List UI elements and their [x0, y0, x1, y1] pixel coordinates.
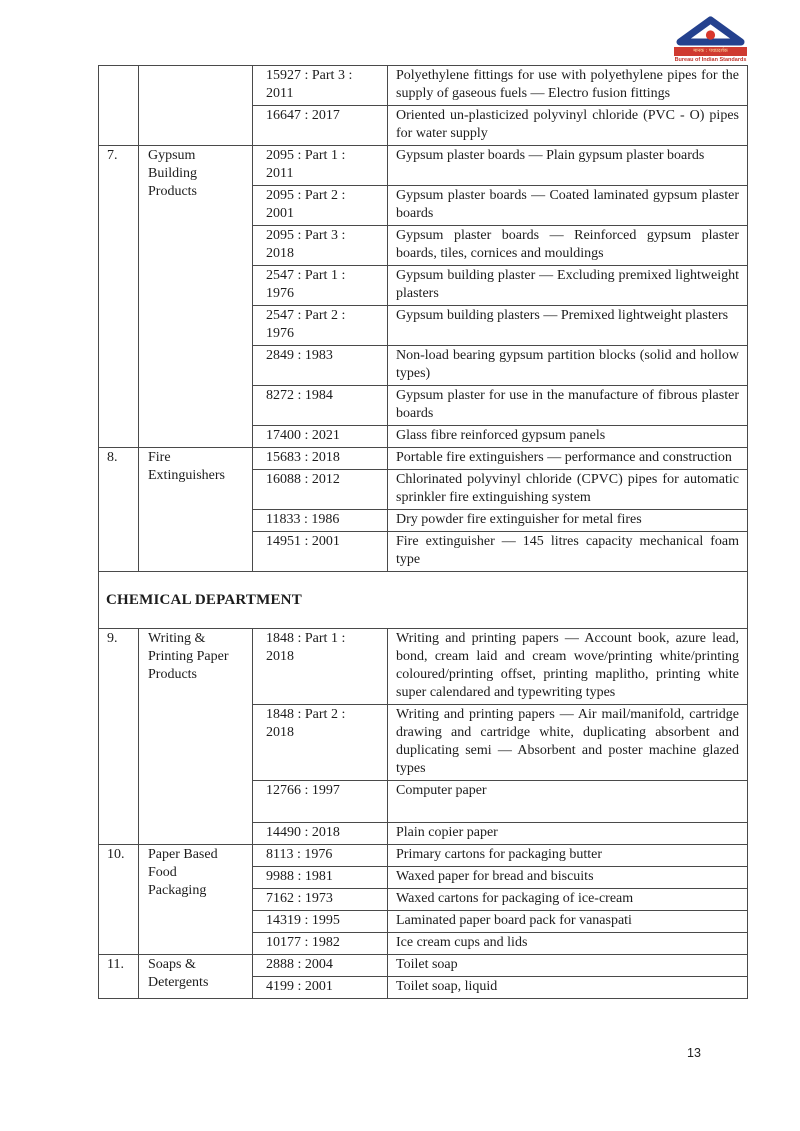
table-row: 11833 : 1986 Dry powder fire extinguisher… — [99, 509, 748, 532]
description-cell: Primary cartons for packaging butter — [387, 844, 748, 867]
table-row: 12766 : 1997 Computer paper — [99, 780, 748, 823]
category-cell — [138, 65, 253, 146]
table-row: 9988 : 1981 Waxed paper for bread and bis… — [99, 866, 748, 889]
description-cell: Waxed cartons for packaging of ice-cream — [387, 888, 748, 911]
standard-number-cell: 2849 : 1983 — [252, 345, 388, 386]
category-cell: Paper Based Food Packaging — [138, 844, 253, 955]
table-row: 16088 : 2012 Chlorinated polyvinyl chlori… — [99, 469, 748, 510]
standard-number-cell: 2095 : Part 1 : 2011 — [252, 145, 388, 186]
standard-number-cell: 2888 : 2004 — [252, 954, 388, 977]
department-heading-row: CHEMICAL DEPARTMENT — [98, 571, 748, 629]
table-row: 2095 : Part 2 : 2001 Gypsum plaster board… — [99, 185, 748, 226]
standards-table: 15927 : Part 3 : 2011 Polyethylene fittin… — [98, 65, 748, 999]
category-cell: Soaps & Detergents — [138, 954, 253, 999]
description-cell: Toilet soap, liquid — [387, 976, 748, 999]
table-row: 8272 : 1984 Gypsum plaster for use in the… — [99, 385, 748, 426]
description-cell: Glass fibre reinforced gypsum panels — [387, 425, 748, 448]
description-cell: Portable fire extinguishers — performanc… — [387, 447, 748, 470]
description-cell: Gypsum building plaster — Excluding prem… — [387, 265, 748, 306]
description-cell: Gypsum plaster boards — Plain gypsum pla… — [387, 145, 748, 186]
standard-number-cell: 14319 : 1995 — [252, 910, 388, 933]
page-number: 13 — [687, 1046, 701, 1060]
description-cell: Waxed paper for bread and biscuits — [387, 866, 748, 889]
table-row: 11. Soaps & Detergents 2888 : 2004 Toilet s… — [98, 954, 748, 999]
standard-number-cell: 4199 : 2001 — [252, 976, 388, 999]
standard-number-cell: 8272 : 1984 — [252, 385, 388, 426]
category-cell: Fire Extinguishers — [138, 447, 253, 572]
description-cell: Gypsum plaster boards — Coated laminated… — [387, 185, 748, 226]
table-row: 7. Gypsum Building Products 2095 : Part 1 … — [98, 145, 748, 448]
serial-cell: 10. — [98, 844, 139, 955]
standard-number-cell: 17400 : 2021 — [252, 425, 388, 448]
standard-number-cell: 2095 : Part 2 : 2001 — [252, 185, 388, 226]
standard-number-cell: 9988 : 1981 — [252, 866, 388, 889]
description-cell: Ice cream cups and lids — [387, 932, 748, 955]
standard-number-cell: 8113 : 1976 — [252, 844, 388, 867]
table-row: 14319 : 1995 Laminated paper board pack f… — [99, 910, 748, 933]
description-cell: Computer paper — [387, 780, 748, 823]
serial-cell: 9. — [98, 628, 139, 845]
bis-logo: मानक : पथप्रदर्शक Bureau of Indian Stand… — [674, 16, 747, 63]
standard-number-cell: 2095 : Part 3 : 2018 — [252, 225, 388, 266]
standard-number-cell: 12766 : 1997 — [252, 780, 388, 823]
standard-number-cell: 16088 : 2012 — [252, 469, 388, 510]
standard-number-cell: 7162 : 1973 — [252, 888, 388, 911]
description-cell: Non-load bearing gypsum partition blocks… — [387, 345, 748, 386]
standard-number-cell: 14951 : 2001 — [252, 531, 388, 572]
serial-cell: 8. — [98, 447, 139, 572]
description-cell: Polyethylene fittings for use with polye… — [387, 65, 748, 106]
table-row: 8. Fire Extinguishers 15683 : 2018 Portable… — [98, 447, 748, 572]
table-row: 10177 : 1982 Ice cream cups and lids — [99, 932, 748, 955]
description-cell: Laminated paper board pack for vanaspati — [387, 910, 748, 933]
table-row: 17400 : 2021 Glass fibre reinforced gypsu… — [99, 425, 748, 448]
standard-number-cell: 15927 : Part 3 : 2011 — [252, 65, 388, 106]
description-cell: Gypsum plaster for use in the manufactur… — [387, 385, 748, 426]
category-cell: Gypsum Building Products — [138, 145, 253, 448]
standard-number-cell: 16647 : 2017 — [252, 105, 388, 146]
description-cell: Writing and printing papers — Air mail/m… — [387, 704, 748, 781]
description-cell: Gypsum plaster boards — Reinforced gypsu… — [387, 225, 748, 266]
table-row: 14951 : 2001 Fire extinguisher — 145 litr… — [99, 531, 748, 572]
serial-cell: 7. — [98, 145, 139, 448]
description-cell: Fire extinguisher — 145 litres capacity … — [387, 531, 748, 572]
table-row: 1848 : Part 2 : 2018 Writing and printing… — [99, 704, 748, 781]
standard-number-cell: 14490 : 2018 — [252, 822, 388, 845]
description-cell: Writing and printing papers — Account bo… — [387, 628, 748, 705]
serial-cell — [98, 65, 139, 146]
table-row: 7162 : 1973 Waxed cartons for packaging o… — [99, 888, 748, 911]
description-cell: Dry powder fire extinguisher for metal f… — [387, 509, 748, 532]
standard-number-cell: 15683 : 2018 — [252, 447, 388, 470]
standard-number-cell: 10177 : 1982 — [252, 932, 388, 955]
table-row: 2547 : Part 2 : 1976 Gypsum building plas… — [99, 305, 748, 346]
standard-number-cell: 2547 : Part 2 : 1976 — [252, 305, 388, 346]
description-cell: Toilet soap — [387, 954, 748, 977]
serial-cell: 11. — [98, 954, 139, 999]
description-cell: Gypsum building plasters — Premixed ligh… — [387, 305, 748, 346]
standard-number-cell: 1848 : Part 2 : 2018 — [252, 704, 388, 781]
standard-number-cell: 1848 : Part 1 : 2018 — [252, 628, 388, 705]
bis-triangle-icon — [676, 16, 745, 46]
bis-logo-hindi-banner: मानक : पथप्रदर्शक — [674, 47, 747, 56]
table-row: 15927 : Part 3 : 2011 Polyethylene fittin… — [98, 65, 748, 146]
standard-number-cell: 2547 : Part 1 : 1976 — [252, 265, 388, 306]
table-row: 4199 : 2001 Toilet soap, liquid — [99, 976, 748, 999]
bis-logo-caption: Bureau of Indian Standards — [674, 57, 747, 63]
description-cell: Oriented un-plasticized polyvinyl chlori… — [387, 105, 748, 146]
category-cell: Writing & Printing Paper Products — [138, 628, 253, 845]
table-row: 2547 : Part 1 : 1976 Gypsum building plas… — [99, 265, 748, 306]
standards-table-body: 15927 : Part 3 : 2011 Polyethylene fittin… — [98, 65, 748, 999]
description-cell: Plain copier paper — [387, 822, 748, 845]
table-row: 10. Paper Based Food Packaging 8113 : 1976… — [98, 844, 748, 955]
table-row: 9. Writing & Printing Paper Products 1848 … — [98, 628, 748, 845]
department-heading: CHEMICAL DEPARTMENT — [98, 571, 748, 629]
standard-number-cell: 11833 : 1986 — [252, 509, 388, 532]
description-cell: Chlorinated polyvinyl chloride (CPVC) pi… — [387, 469, 748, 510]
table-row: 16647 : 2017 Oriented un-plasticized poly… — [99, 105, 748, 146]
